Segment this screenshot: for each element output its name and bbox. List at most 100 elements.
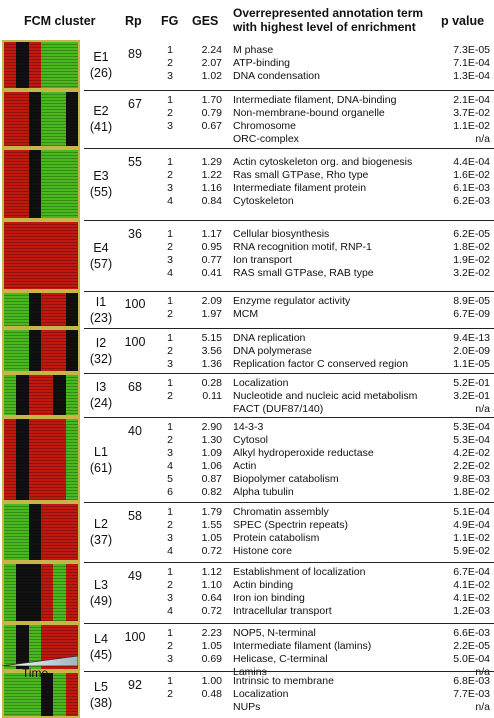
annotation-term: DNA condensation — [233, 70, 320, 82]
term-pvalue: 4.1E-02 — [453, 592, 490, 604]
term-ges: 5.15 — [201, 332, 222, 344]
heatmap-lane — [28, 504, 42, 560]
term-pvalue: 1.1E-02 — [453, 120, 490, 132]
heatmap-lane — [53, 564, 67, 621]
term-fg: 1 — [167, 94, 173, 106]
cluster-heatmap — [2, 502, 80, 562]
row-separator — [84, 291, 494, 292]
cluster-heatmap — [2, 148, 80, 220]
term-ges: 0.84 — [201, 195, 222, 207]
heatmap-lane — [4, 42, 18, 88]
row-separator — [84, 502, 494, 503]
term-ges: 0.41 — [201, 267, 222, 279]
annotation-term: Ion transport — [233, 254, 292, 266]
heatmap-lane — [53, 293, 67, 326]
heatmap-lane — [41, 92, 55, 146]
annotation-term: Biopolymer catabolism — [233, 473, 339, 485]
term-pvalue: 6.2E-05 — [453, 228, 490, 240]
cluster-heatmap — [2, 562, 80, 623]
heatmap-lane — [16, 375, 30, 415]
cluster-size: (32) — [89, 351, 113, 366]
cluster-size: (38) — [89, 695, 113, 710]
cluster-row: I2 (32) 100 1 5.15 DNA replication 9.4E-13 2 3.5… — [0, 328, 494, 373]
term-fg: 4 — [167, 545, 173, 557]
term-ges: 1.05 — [201, 532, 222, 544]
heatmap-lane — [28, 293, 42, 326]
header-rp: Rp — [125, 14, 142, 28]
heatmap-lane — [4, 564, 18, 621]
cluster-size: (26) — [89, 66, 113, 80]
term-ges: 0.77 — [201, 254, 222, 266]
cluster-size: (23) — [89, 310, 113, 325]
annotation-term: Protein catabolism — [233, 532, 320, 544]
annotation-term: Intermediate filament (lamins) — [233, 640, 372, 652]
term-fg: 4 — [167, 605, 173, 617]
term-fg: 2 — [167, 434, 173, 446]
heatmap-lane — [4, 150, 18, 218]
time-label: Time — [22, 666, 49, 680]
term-pvalue: 4.9E-04 — [453, 519, 490, 531]
term-ges: 0.82 — [201, 486, 222, 498]
row-separator — [84, 671, 494, 672]
term-pvalue: 1.6E-02 — [453, 169, 490, 181]
term-pvalue: 7.3E-05 — [453, 44, 490, 56]
cluster-heatmap — [2, 417, 80, 502]
term-fg: 3 — [167, 653, 173, 665]
term-fg: 1 — [167, 295, 173, 307]
heatmap-lane — [41, 419, 55, 500]
cluster-heatmap — [2, 291, 80, 328]
heatmap-lane — [41, 564, 55, 621]
term-ges: 1.10 — [201, 579, 222, 591]
term-ges: 1.30 — [201, 434, 222, 446]
term-fg: 3 — [167, 358, 173, 370]
term-fg: 4 — [167, 460, 173, 472]
cluster-row: L3 (49) 49 1 1.12 Establishment of localizati… — [0, 562, 494, 623]
cluster-size: (57) — [89, 256, 113, 271]
term-pvalue: 1.1E-05 — [453, 358, 490, 370]
cluster-rp: 100 — [124, 297, 146, 311]
heatmap-lane — [16, 92, 30, 146]
heatmap-lane — [28, 564, 42, 621]
term-fg: 2 — [167, 688, 173, 700]
heatmap-lane — [4, 92, 18, 146]
header-cluster: FCM cluster — [24, 14, 96, 28]
term-pvalue: 3.2E-02 — [453, 267, 490, 279]
heatmap-lane — [28, 42, 42, 88]
row-separator — [84, 562, 494, 563]
term-fg: 2 — [167, 390, 173, 402]
heatmap-lane — [41, 293, 55, 326]
annotation-term: FACT (DUF87/140) — [233, 403, 324, 415]
term-fg: 3 — [167, 592, 173, 604]
annotation-term: Chromatin assembly — [233, 506, 329, 518]
term-pvalue: 2.2E-02 — [453, 460, 490, 472]
annotation-term: Actin binding — [233, 579, 294, 591]
row-separator — [84, 220, 494, 221]
heatmap-lane — [65, 293, 78, 326]
cluster-id: I2 — [95, 335, 107, 350]
term-pvalue: n/a — [475, 403, 490, 415]
term-ges: 1.16 — [201, 182, 222, 194]
term-fg: 1 — [167, 332, 173, 344]
heatmap-lane — [28, 330, 42, 371]
annotation-term: Cellular biosynthesis — [233, 228, 330, 240]
heatmap-lane — [4, 375, 18, 415]
cluster-id: I3 — [95, 380, 107, 394]
term-ges: 0.69 — [201, 653, 222, 665]
heatmap-lane — [65, 673, 78, 716]
term-pvalue: 5.3E-04 — [453, 434, 490, 446]
cluster-row: I1 (23) 100 1 2.09 Enzyme regulator activity 8… — [0, 291, 494, 328]
cluster-size: (61) — [89, 460, 113, 475]
cluster-heatmap — [2, 373, 80, 417]
term-pvalue: 5.3E-04 — [453, 421, 490, 433]
term-pvalue: 2.2E-05 — [453, 640, 490, 652]
term-fg: 2 — [167, 640, 173, 652]
annotation-term: Alkyl hydroperoxide reductase — [233, 447, 374, 459]
cluster-id: L4 — [94, 632, 108, 646]
table-header: FCM cluster Rp FG GES Overrepresented an… — [0, 0, 494, 40]
cluster-id: E1 — [93, 50, 109, 64]
annotation-term: Intracellular transport — [233, 605, 332, 617]
annotation-term: Actin cytoskeleton org. and biogenesis — [233, 156, 413, 168]
term-pvalue: 6.6E-03 — [453, 627, 490, 639]
term-fg: 2 — [167, 345, 173, 357]
term-fg: 3 — [167, 532, 173, 544]
